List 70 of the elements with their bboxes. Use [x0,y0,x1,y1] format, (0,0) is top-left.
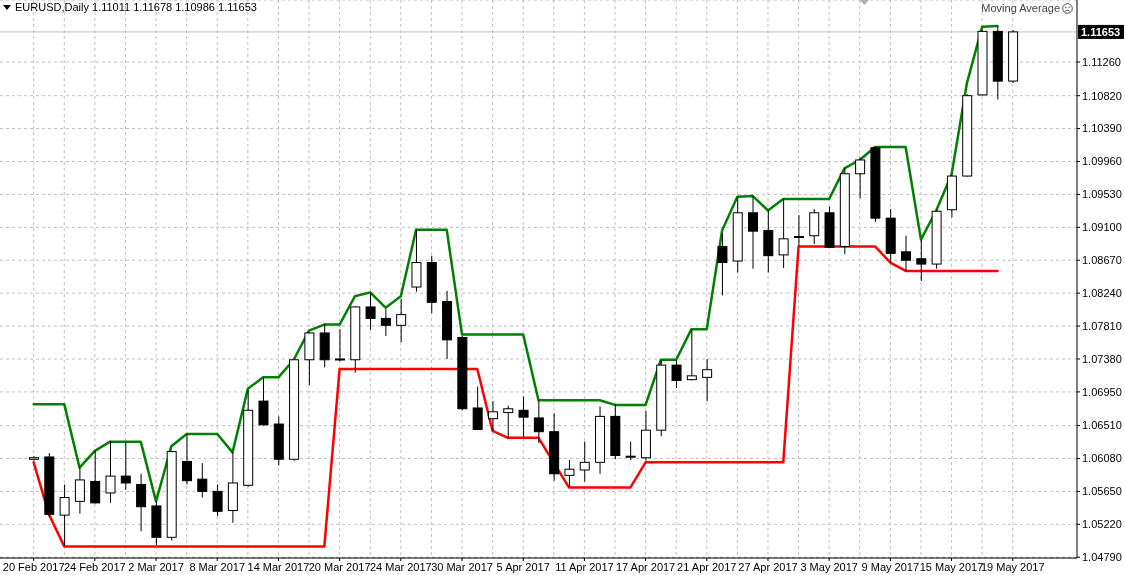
candlestick [181,433,192,486]
candlestick [686,328,697,381]
line-series [32,24,999,503]
candlestick [717,232,728,296]
candlestick [365,291,376,331]
candlestick [197,462,208,499]
x-tick-label: 8 Mar 2017 [189,560,246,573]
x-tick-label: 17 Apr 2017 [615,560,676,573]
y-tick-label: 1.06510 [1082,419,1122,432]
candlestick [518,395,529,439]
candlestick [564,459,575,489]
candlestick [74,467,85,515]
candlestick [136,473,147,532]
x-tick-label: 21 Apr 2017 [677,560,737,573]
candlestick [258,376,269,427]
x-tick-label: 9 May 2017 [861,560,920,573]
candlestick [901,235,912,272]
y-tick-label: 1.07380 [1082,352,1122,365]
y-tick-label: 1.09530 [1082,188,1122,201]
x-tick-label: 24 Feb 2017 [63,560,126,573]
candlestick [579,441,590,482]
x-tick-label: 2 Mar 2017 [128,560,184,573]
y-tick-label: 1.09100 [1082,221,1122,234]
candlestick [90,450,101,505]
candlestick [212,484,223,517]
y-tick-label: 1.10390 [1082,122,1122,135]
annotation: Moving Average [981,2,1060,14]
candlestick [748,195,759,270]
y-tick-label: 1.10820 [1082,89,1122,102]
candlestick [120,441,131,491]
x-tick-label: 24 Mar 2017 [369,560,432,573]
y-tick-label: 1.08670 [1082,254,1122,267]
candlestick [625,441,636,461]
x-tick-label: 20 Mar 2017 [308,560,371,573]
candlestick [855,157,866,199]
y-tick-label: 1.11260 [1082,55,1121,68]
candlestick [533,399,544,444]
candlestick [472,386,483,431]
candlestick [702,358,713,402]
candlestick [503,405,514,439]
candlestick [809,208,820,245]
x-tick-label: 5 Apr 2017 [496,560,550,573]
x-tick-label: 30 Mar 2017 [431,560,493,573]
chart-title: EURUSD,Daily 1.11011 1.11678 1.10986 1.11653 [15,1,257,13]
y-tick-label: 1.05220 [1082,518,1122,531]
candlestick [793,214,804,247]
candlestick [59,484,70,547]
ref-line-label: 1.11653 [1081,25,1121,38]
y-tick-label: 1.05650 [1082,485,1122,498]
candlestick [487,400,498,432]
candlestick [105,440,116,504]
y-tick-label: 1.04790 [1082,551,1122,564]
candlestick [916,239,927,282]
y-tick-label: 1.09960 [1082,155,1122,168]
x-tick-label: 15 May 2017 [919,560,984,573]
x-tick-label: 14 Mar 2017 [247,560,310,573]
x-tick-label: 27 Apr 2017 [738,560,798,573]
y-tick-label: 1.06950 [1082,385,1122,398]
candlestick [778,198,789,269]
candlestick [671,360,682,389]
y-tick-label: 1.06080 [1082,452,1122,465]
candlestick [334,328,345,362]
x-tick-label: 20 Feb 2017 [2,560,65,573]
y-tick-label: 1.07810 [1082,319,1122,332]
candlestick [396,298,407,343]
line-series [32,245,999,548]
y-tick-label: 1.08240 [1082,287,1122,300]
candlestick [380,308,391,337]
x-tick-label: 11 Apr 2017 [555,560,614,573]
x-tick-label: 3 May 2017 [800,560,858,573]
